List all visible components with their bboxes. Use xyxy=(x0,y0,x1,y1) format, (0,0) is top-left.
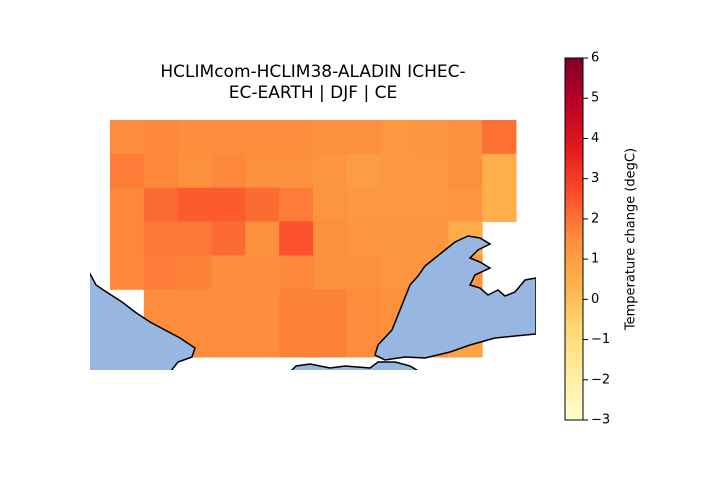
cell xyxy=(380,120,415,155)
cell xyxy=(143,221,179,256)
cell xyxy=(110,255,145,290)
cell xyxy=(279,323,314,358)
cell xyxy=(245,187,280,223)
cell xyxy=(346,221,382,256)
cell xyxy=(143,153,179,189)
cell xyxy=(313,120,348,155)
colorbar-tick-label: −3 xyxy=(591,413,610,428)
colorbar-tick-label: 6 xyxy=(591,51,599,66)
cell xyxy=(143,289,179,324)
cell xyxy=(245,289,280,324)
cell xyxy=(313,153,348,189)
cell xyxy=(346,289,382,324)
cell xyxy=(414,187,449,223)
cell xyxy=(346,255,382,290)
cell xyxy=(211,289,246,324)
colorbar-tick-label: −1 xyxy=(591,332,610,347)
cell xyxy=(110,187,145,223)
cell xyxy=(245,221,280,256)
cell xyxy=(313,289,348,324)
cell xyxy=(177,289,212,324)
chart-title: HCLIMcom-HCLIM38-ALADIN ICHEC- xyxy=(160,62,465,82)
colorbar-axis: −3 −2 −1 0 1 2 3 4 5 6 xyxy=(583,51,610,428)
colorbar-tick-label: 2 xyxy=(591,211,599,226)
cell xyxy=(211,153,246,189)
cell xyxy=(346,153,382,189)
cell xyxy=(177,187,212,223)
cell xyxy=(211,221,246,256)
cell xyxy=(245,153,280,189)
colorbar-tick-label: 0 xyxy=(591,292,599,307)
cell xyxy=(346,187,382,223)
cell xyxy=(110,153,145,189)
cell xyxy=(448,120,483,155)
cell xyxy=(143,120,179,155)
sea xyxy=(90,235,536,370)
colorbar-tick-label: 1 xyxy=(591,252,599,267)
sea-south xyxy=(290,361,419,370)
cell xyxy=(380,255,415,290)
cell xyxy=(110,221,145,256)
cell xyxy=(245,255,280,290)
cell xyxy=(313,323,348,358)
cell xyxy=(346,120,382,155)
cell xyxy=(482,153,517,189)
cell xyxy=(414,221,449,256)
cell xyxy=(414,153,449,189)
colorbar-tick-label: 4 xyxy=(591,131,599,146)
cell xyxy=(313,221,348,256)
cell xyxy=(380,187,415,223)
cell xyxy=(380,153,415,189)
cell xyxy=(279,120,314,155)
cell xyxy=(279,289,314,324)
cell xyxy=(110,120,145,155)
colorbar-label: Temperature change (degC) xyxy=(624,148,639,331)
cell xyxy=(313,255,348,290)
colorbar-tick-label: −2 xyxy=(591,372,610,387)
cell xyxy=(279,187,314,223)
cell xyxy=(143,187,179,223)
cell xyxy=(211,120,246,155)
cell xyxy=(177,153,212,189)
colorbar-tick-label: 3 xyxy=(591,171,599,186)
cell xyxy=(177,120,212,155)
colorbar xyxy=(564,57,584,421)
cell xyxy=(245,323,280,358)
cell xyxy=(211,323,246,358)
cell xyxy=(414,120,449,155)
cell xyxy=(448,153,483,189)
cell xyxy=(279,255,314,290)
cell xyxy=(279,153,314,189)
cell xyxy=(177,255,212,290)
cell xyxy=(211,187,246,223)
cell xyxy=(448,187,483,223)
cell xyxy=(380,221,415,256)
cell xyxy=(482,187,517,223)
cell xyxy=(143,255,179,290)
cell xyxy=(313,187,348,223)
cell xyxy=(177,221,212,256)
cell xyxy=(482,120,517,155)
adriatic-sea xyxy=(90,272,196,370)
cell xyxy=(245,120,280,155)
chart-title: EC-EARTH | DJF | CE xyxy=(229,83,397,103)
cell xyxy=(279,221,314,256)
black-sea xyxy=(374,235,536,361)
cell xyxy=(211,255,246,290)
colorbar-tick-label: 5 xyxy=(591,91,599,106)
